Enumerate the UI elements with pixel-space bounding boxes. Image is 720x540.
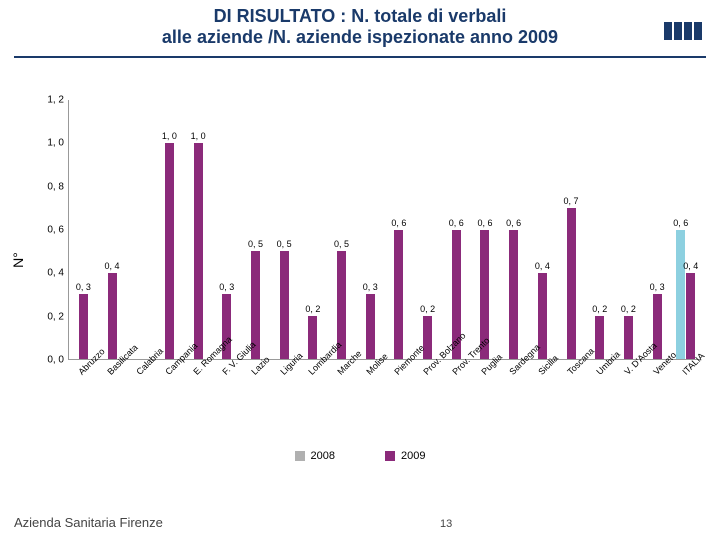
x-label: Sardegna [499, 360, 528, 420]
legend-item-2009: 2009 [385, 450, 425, 462]
slide: DI RISULTATO : N. totale di verbali alle… [0, 0, 720, 540]
x-label: Liguria [269, 360, 298, 420]
bar-group: 0, 3 [212, 100, 241, 359]
x-label: Prov. Bolzano [413, 360, 442, 420]
bar-2008: 0, 6 [676, 230, 685, 360]
x-label: Campania [154, 360, 183, 420]
x-label: Piemonte [384, 360, 413, 420]
bar-group: 1, 0 [155, 100, 184, 359]
x-label: Sicilia [528, 360, 557, 420]
bar-2009: 0, 7 [567, 208, 576, 359]
legend-item-2008: 2008 [295, 450, 335, 462]
x-label: Veneto [643, 360, 672, 420]
bar-group: 0, 5 [327, 100, 356, 359]
y-tick: 1, 2 [38, 95, 64, 106]
logo-icon [664, 22, 702, 40]
title-line1: DI RISULTATO : N. totale di verbali [214, 6, 507, 26]
bar-2009: 0, 6 [394, 230, 403, 360]
title-line2: alle aziende /N. aziende ispezionate ann… [162, 27, 558, 47]
x-label: Molise [355, 360, 384, 420]
bar-2009: 0, 4 [686, 273, 695, 359]
page-title: DI RISULTATO : N. totale di verbali alle… [0, 6, 720, 47]
x-label: E. Romagna [183, 360, 212, 420]
bar-2009: 0, 3 [366, 294, 375, 359]
x-label: Umbria [585, 360, 614, 420]
bar-2009: 1, 0 [194, 143, 203, 359]
bar-2009: 0, 5 [280, 251, 289, 359]
x-label: Abruzzo [68, 360, 97, 420]
x-label: F. V. Giulia [212, 360, 241, 420]
x-label: Lazio [240, 360, 269, 420]
bar-group: 0, 2 [413, 100, 442, 359]
bar-2009: 0, 3 [79, 294, 88, 359]
y-tick: 0, 4 [38, 268, 64, 279]
bar-group: 0, 5 [270, 100, 299, 359]
bar-group: 0, 3 [643, 100, 672, 359]
bar-group: 0, 2 [614, 100, 643, 359]
x-labels: AbruzzoBasilicataCalabriaCampaniaE. Roma… [68, 360, 700, 420]
bars-container: 0, 30, 41, 01, 00, 30, 50, 50, 20, 50, 3… [69, 100, 700, 359]
bar-2009: 0, 6 [509, 230, 518, 360]
bar-group: 0, 2 [585, 100, 614, 359]
x-label: Toscana [556, 360, 585, 420]
y-tick: 0, 6 [38, 225, 64, 236]
x-label: Calabria [125, 360, 154, 420]
x-label: Basilicata [97, 360, 126, 420]
y-axis-label: N° [10, 252, 26, 268]
title-divider [14, 56, 706, 58]
y-tick: 1, 0 [38, 138, 64, 149]
bar-group: 0, 6 [442, 100, 471, 359]
footer-source: Azienda Sanitaria Firenze [14, 515, 163, 530]
bar-group: 0, 60, 4 [671, 100, 700, 359]
bar-group: 0, 2 [299, 100, 328, 359]
bar-group: 0, 6 [385, 100, 414, 359]
legend-swatch-2008 [295, 451, 305, 461]
bar-group: 0, 6 [471, 100, 500, 359]
y-tick: 0, 2 [38, 311, 64, 322]
bar-group: 0, 6 [499, 100, 528, 359]
x-label: Marche [327, 360, 356, 420]
bar-group [126, 100, 155, 359]
bar-2009: 0, 2 [624, 316, 633, 359]
bar-2009: 0, 2 [308, 316, 317, 359]
x-label: Prov. Trento [442, 360, 471, 420]
bar-group: 1, 0 [184, 100, 213, 359]
x-label: V. D'Aosta [614, 360, 643, 420]
bar-group: 0, 7 [557, 100, 586, 359]
plot-area: 0, 30, 41, 01, 00, 30, 50, 50, 20, 50, 3… [68, 100, 700, 360]
legend: 2008 2009 [0, 450, 720, 462]
bar-chart: N° 0, 30, 41, 01, 00, 30, 50, 50, 20, 50… [40, 100, 700, 420]
bar-2009: 0, 4 [108, 273, 117, 359]
legend-swatch-2009 [385, 451, 395, 461]
bar-2009: 0, 2 [423, 316, 432, 359]
bar-group: 0, 5 [241, 100, 270, 359]
y-tick: 0, 8 [38, 181, 64, 192]
bar-group: 0, 4 [528, 100, 557, 359]
bar-group: 0, 4 [98, 100, 127, 359]
bar-group: 0, 3 [69, 100, 98, 359]
x-label: Lombardia [298, 360, 327, 420]
x-label: ITALIA [671, 360, 700, 420]
bar-group: 0, 3 [356, 100, 385, 359]
page-number: 13 [440, 518, 452, 530]
y-tick: 0, 0 [38, 355, 64, 366]
bar-2009: 1, 0 [165, 143, 174, 359]
x-label: Puglia [470, 360, 499, 420]
